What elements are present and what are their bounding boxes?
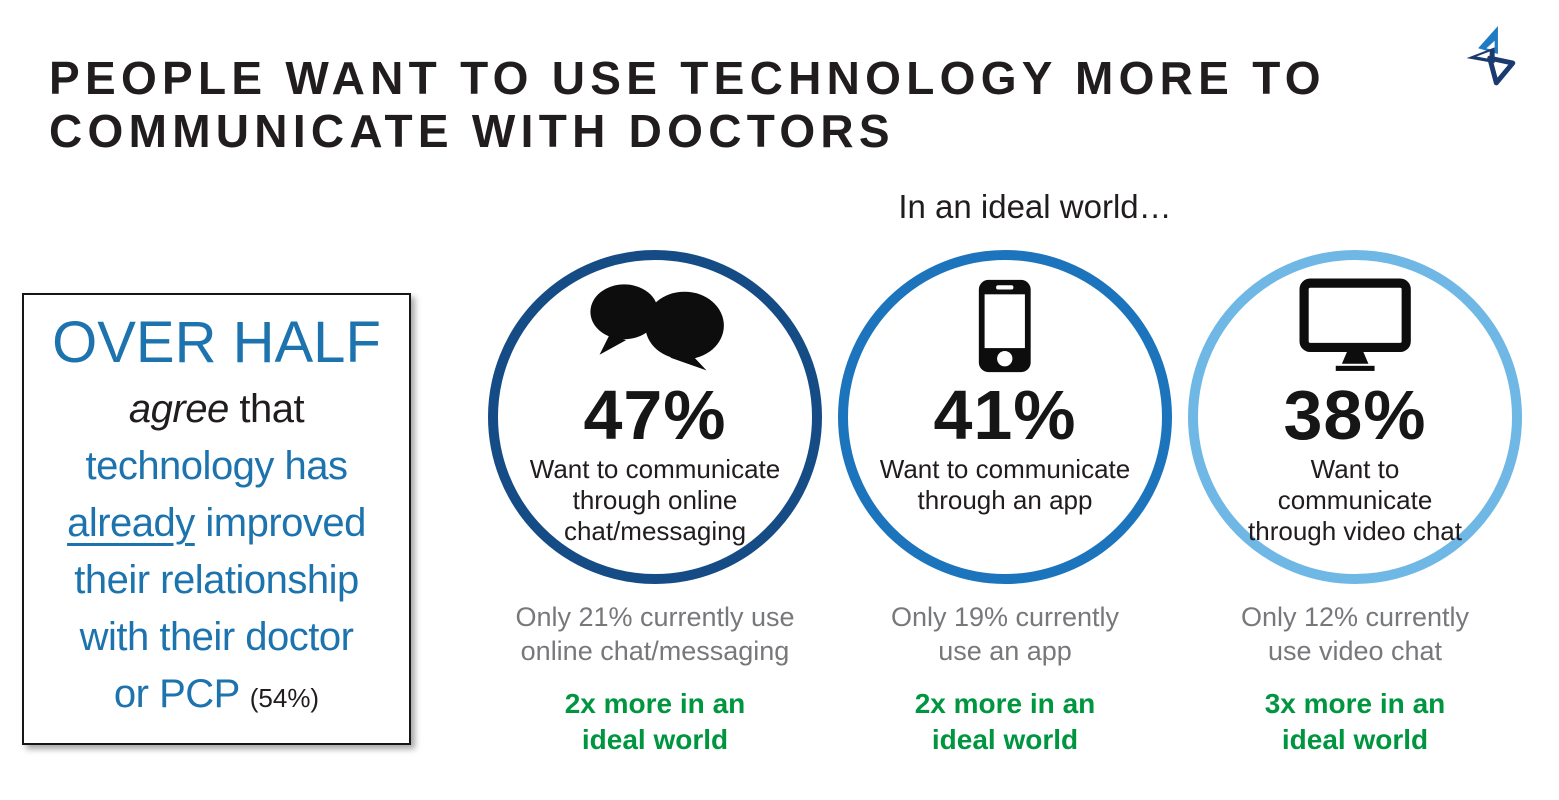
stat-app: 41% Want to communicate through an app O… (830, 250, 1180, 758)
stat-current-usage: Only 12% currently use video chat (1240, 602, 1470, 666)
stat-current-usage: Only 21% currently use online chat/messa… (515, 602, 795, 666)
callout-line-doctor: with their doctor (79, 615, 354, 659)
stat-current-usage: Only 19% currently use an app (890, 602, 1120, 666)
chat-bubbles-icon (590, 284, 725, 371)
callout-line-already: already improved (24, 495, 409, 552)
slide-title-line-2: COMMUNICATE WITH DOCTORS (49, 105, 895, 157)
stat-video-chat: 38% Want to communicate through video ch… (1180, 250, 1530, 758)
callout-line-pcp: or PCP (54%) (24, 666, 409, 727)
callout-line-relationship: their relationship (74, 558, 359, 602)
stat-ideal-multiplier: 2x more in an ideal world (564, 688, 746, 755)
stat-ideal-multiplier: 3x more in an ideal world (1264, 688, 1446, 755)
stat-circle-app: 41% Want to communicate through an app (838, 250, 1172, 584)
stat-label: Want to communicate through video chat (1248, 454, 1462, 546)
stat-percent: 47% (583, 376, 727, 454)
callout-improved-word: improved (205, 501, 366, 545)
stat-label: Want to communicate through online chat/… (529, 454, 781, 546)
stat-label: Want to communicate through an app (879, 454, 1131, 515)
smartphone-icon (979, 279, 1031, 373)
company-logo-icon (1466, 25, 1516, 86)
stat-percent: 41% (933, 376, 1077, 454)
stat-ideal-multiplier: 2x more in an ideal world (914, 688, 1096, 755)
callout-54-note: (54%) (249, 683, 320, 713)
stat-percent: 38% (1283, 376, 1427, 454)
callout-that-word: that (239, 387, 305, 431)
callout-pcp-word: or PCP (113, 672, 240, 716)
slide-title-line-1: PEOPLE WANT TO USE TECHNOLOGY MORE TO (49, 52, 1326, 104)
monitor-icon (1299, 278, 1411, 371)
callout-already-word: already (67, 501, 195, 545)
callout-agree-line: agree that (24, 381, 409, 438)
stat-circle-online-chat: 47% Want to communicate through online c… (488, 250, 822, 584)
callout-over-half: OVER HALF (52, 310, 381, 375)
callout-agree-word: agree (128, 387, 229, 431)
callout-line-technology: technology has (85, 444, 348, 488)
ideal-world-heading: In an ideal world… (898, 188, 1172, 225)
stat-online-chat: 47% Want to communicate through online c… (480, 250, 830, 758)
slide-title: PEOPLE WANT TO USE TECHNOLOGY MORE TO CO… (49, 52, 1326, 158)
callout-box: OVER HALF agree that technology has alre… (22, 293, 411, 745)
stat-circle-video-chat: 38% Want to communicate through video ch… (1188, 250, 1522, 584)
